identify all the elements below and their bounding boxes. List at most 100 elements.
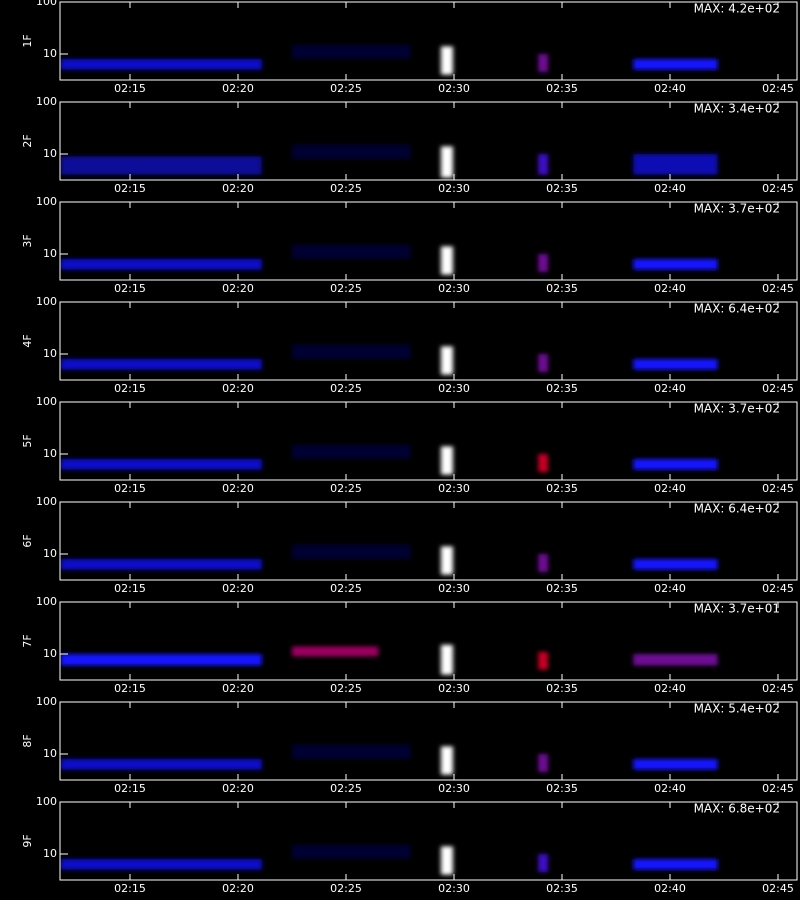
heat-cell xyxy=(60,259,262,270)
x-tick-label: 02:20 xyxy=(222,582,254,595)
max-label: MAX: 6.8e+02 xyxy=(694,802,780,816)
x-tick-label: 02:35 xyxy=(546,282,578,295)
heat-cell xyxy=(538,153,548,175)
max-label: MAX: 6.4e+02 xyxy=(694,302,780,316)
y-tick-label: 100 xyxy=(36,295,57,308)
x-tick-label: 02:30 xyxy=(438,282,470,295)
panel: 02:15 02:20 02:25 02:30 02:35 02:40 02:45 10 100… xyxy=(21,195,798,295)
y-axis-label: 9F xyxy=(21,834,34,847)
heat-cell xyxy=(291,344,411,360)
plot-frame xyxy=(59,701,798,781)
plot-frame xyxy=(59,301,798,381)
heat-cell xyxy=(633,59,718,70)
x-tick-label: 02:40 xyxy=(654,382,686,395)
x-tick-label: 02:15 xyxy=(114,382,146,395)
y-axis-label: 2F xyxy=(21,134,34,147)
heat-cell xyxy=(441,246,453,275)
plot-frame xyxy=(59,501,798,581)
x-tick-label: 02:20 xyxy=(222,482,254,495)
x-tick-label: 02:45 xyxy=(762,482,794,495)
heat-cell xyxy=(60,653,262,666)
x-tick-label: 02:45 xyxy=(762,682,794,695)
x-tick-label: 02:15 xyxy=(114,82,146,95)
heatmap xyxy=(60,444,718,475)
x-tick-label: 02:45 xyxy=(762,382,794,395)
heat-cell xyxy=(538,253,548,273)
plot-frame xyxy=(59,201,798,281)
x-tick-label: 02:45 xyxy=(762,282,794,295)
y-tick-label: 100 xyxy=(36,195,57,208)
heat-cell xyxy=(291,44,411,60)
x-tick-label: 02:40 xyxy=(654,882,686,895)
x-tick-label: 02:25 xyxy=(330,782,362,795)
x-tick-label: 02:15 xyxy=(114,882,146,895)
heatmap xyxy=(60,44,718,75)
x-tick-label: 02:30 xyxy=(438,82,470,95)
x-tick-label: 02:20 xyxy=(222,782,254,795)
x-tick-label: 02:45 xyxy=(762,182,794,195)
x-tick-label: 02:25 xyxy=(330,282,362,295)
heat-cell xyxy=(441,846,453,875)
y-tick-label: 10 xyxy=(43,447,57,460)
x-tick-label: 02:25 xyxy=(330,582,362,595)
heat-cell xyxy=(441,644,453,675)
x-tick-label: 02:15 xyxy=(114,482,146,495)
plot-frame xyxy=(59,801,798,881)
x-tick-label: 02:15 xyxy=(114,582,146,595)
heatmap xyxy=(60,544,718,575)
x-tick-label: 02:25 xyxy=(330,182,362,195)
y-tick-label: 100 xyxy=(36,595,57,608)
y-axis-label: 5F xyxy=(21,434,34,447)
x-tick-label: 02:30 xyxy=(438,882,470,895)
y-axis-label: 3F xyxy=(21,234,34,247)
panel: 02:15 02:20 02:25 02:30 02:35 02:40 02:45 10 100… xyxy=(21,295,798,395)
x-tick-label: 02:30 xyxy=(438,382,470,395)
x-tick-label: 02:30 xyxy=(438,182,470,195)
x-tick-label: 02:40 xyxy=(654,82,686,95)
heat-cell xyxy=(633,259,718,270)
max-label: MAX: 3.7e+02 xyxy=(694,402,780,416)
y-axis-label: 1F xyxy=(21,34,34,47)
y-tick-label: 10 xyxy=(43,747,57,760)
x-tick-label: 02:35 xyxy=(546,782,578,795)
x-tick-label: 02:35 xyxy=(546,82,578,95)
y-tick-label: 100 xyxy=(36,695,57,708)
x-tick-label: 02:45 xyxy=(762,882,794,895)
heat-cell xyxy=(441,446,453,475)
max-label: MAX: 3.7e+01 xyxy=(694,602,780,616)
x-tick-label: 02:40 xyxy=(654,282,686,295)
x-tick-label: 02:35 xyxy=(546,682,578,695)
heat-cell xyxy=(60,59,262,70)
x-tick-label: 02:30 xyxy=(438,582,470,595)
y-tick-label: 100 xyxy=(36,795,57,808)
heat-cell xyxy=(538,53,548,73)
x-tick-label: 02:45 xyxy=(762,82,794,95)
x-tick-label: 02:25 xyxy=(330,682,362,695)
heat-cell xyxy=(60,156,262,175)
panel: 02:15 02:20 02:25 02:30 02:35 02:40 02:45 10 100… xyxy=(21,795,798,895)
heat-cell xyxy=(633,859,718,870)
x-tick-label: 02:15 xyxy=(114,182,146,195)
x-tick-label: 02:40 xyxy=(654,682,686,695)
y-tick-label: 100 xyxy=(36,395,57,408)
y-axis-label: 6F xyxy=(21,534,34,547)
x-tick-label: 02:25 xyxy=(330,82,362,95)
heat-cell xyxy=(441,146,453,178)
x-tick-label: 02:15 xyxy=(114,682,146,695)
heatmap xyxy=(60,244,718,275)
heatmap xyxy=(60,844,718,875)
heatmap xyxy=(60,744,718,775)
plot-frame xyxy=(59,1,798,81)
heat-cell xyxy=(538,453,548,473)
x-tick-label: 02:40 xyxy=(654,782,686,795)
heat-cell xyxy=(291,646,379,657)
x-tick-label: 02:20 xyxy=(222,82,254,95)
x-tick-label: 02:40 xyxy=(654,182,686,195)
heat-cell xyxy=(60,359,262,370)
panel: 02:15 02:20 02:25 02:30 02:35 02:40 02:45 10 100… xyxy=(21,395,798,495)
plot-frame xyxy=(59,101,798,181)
x-tick-label: 02:45 xyxy=(762,582,794,595)
x-tick-label: 02:40 xyxy=(654,482,686,495)
y-tick-label: 10 xyxy=(43,647,57,660)
x-tick-label: 02:20 xyxy=(222,882,254,895)
